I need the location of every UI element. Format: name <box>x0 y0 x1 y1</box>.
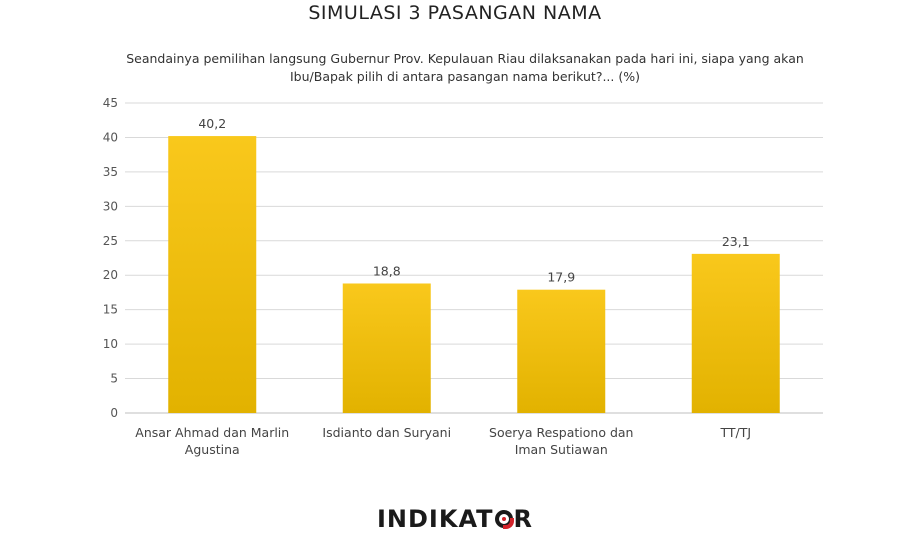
x-tick-label: Agustina <box>185 442 240 457</box>
subtitle-line-2: Ibu/Bapak pilih di antara pasangan nama … <box>290 69 640 84</box>
bars <box>168 136 780 414</box>
y-tick-label: 35 <box>103 165 118 179</box>
y-tick-label: 45 <box>103 96 118 110</box>
x-tick-label: TT/TJ <box>719 425 751 440</box>
subtitle-line-1: Seandainya pemilihan langsung Gubernur P… <box>126 51 804 66</box>
y-tick-label: 25 <box>103 234 118 248</box>
bar-chart: 0 5 10 15 20 25 30 35 40 45 40,2 18,8 17,9 23,1 Ansa… <box>103 96 823 457</box>
bar <box>517 289 606 413</box>
y-tick-label: 5 <box>110 372 118 386</box>
x-tick-label: Isdianto dan Suryani <box>322 425 451 440</box>
logo-text-end: R <box>513 505 534 533</box>
y-tick-label: 40 <box>103 130 118 144</box>
x-axis-labels: Ansar Ahmad dan Marlin Agustina Isdianto d… <box>135 425 751 457</box>
bar-value-label: 17,9 <box>547 270 575 285</box>
y-axis-ticks: 0 5 10 15 20 25 30 35 40 45 <box>103 96 118 420</box>
bar-value-label: 23,1 <box>722 234 750 249</box>
y-tick-label: 15 <box>103 303 118 317</box>
chart-title: SIMULASI 3 PASANGAN NAMA <box>308 2 602 24</box>
bar <box>691 253 780 413</box>
y-tick-label: 0 <box>110 406 118 420</box>
bar <box>168 136 257 414</box>
value-labels: 40,2 18,8 17,9 23,1 <box>198 116 749 285</box>
y-tick-label: 20 <box>103 268 118 282</box>
y-tick-label: 30 <box>103 199 118 213</box>
indikator-logo: INDIKAT R <box>0 505 910 533</box>
y-tick-label: 10 <box>103 337 118 351</box>
x-tick-label: Iman Sutiawan <box>515 442 608 457</box>
chart-subtitle: Seandainya pemilihan langsung Gubernur P… <box>70 50 860 86</box>
logo-o-icon <box>494 510 514 529</box>
bar <box>342 283 431 413</box>
bar-value-label: 18,8 <box>373 263 401 278</box>
bar-value-label: 40,2 <box>198 116 226 131</box>
x-tick-label: Soerya Respationo dan <box>489 425 633 440</box>
x-tick-label: Ansar Ahmad dan Marlin <box>135 425 289 440</box>
logo-text-start: INDIKAT <box>376 505 494 533</box>
